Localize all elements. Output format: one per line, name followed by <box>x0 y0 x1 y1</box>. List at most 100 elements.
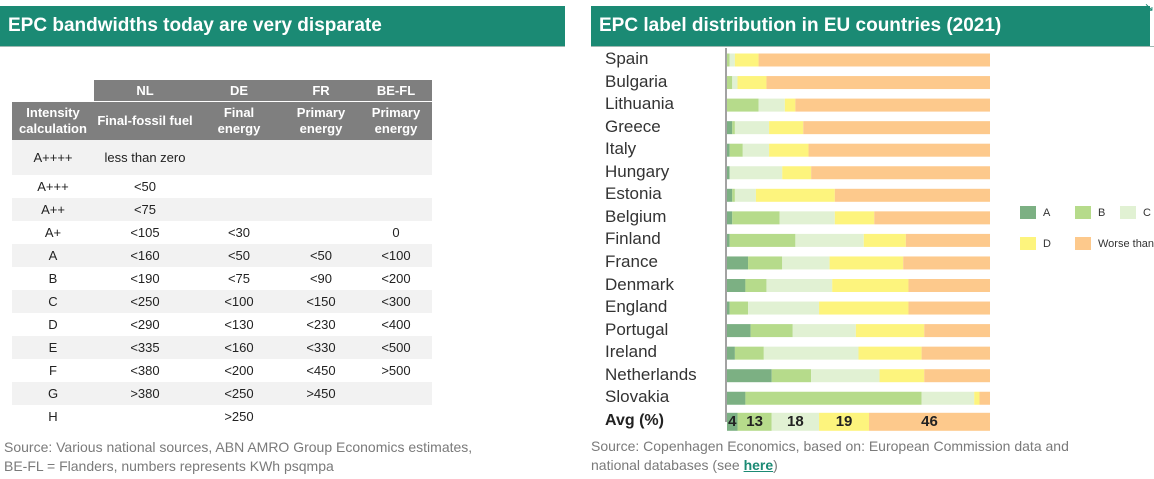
value-cell: less than zero <box>94 140 196 175</box>
bar-segment <box>858 346 922 360</box>
category-label: Portugal <box>605 319 669 339</box>
value-cell: <105 <box>130 225 160 240</box>
left-source-line-1: Source: Various national sources, ABN AM… <box>4 439 473 455</box>
subheader-intensity: Intensity calculation <box>12 101 94 140</box>
bar-segment <box>924 369 990 383</box>
avg-bar-segment <box>727 412 738 431</box>
value-cell: <290 <box>130 317 160 332</box>
bar-segment <box>808 143 990 157</box>
bar-segment <box>750 324 793 338</box>
value-cell <box>282 198 360 221</box>
bar-segment <box>727 166 730 180</box>
category-label: Belgium <box>605 206 667 226</box>
source-link[interactable]: here <box>743 457 774 473</box>
bar-segment <box>834 188 990 202</box>
right-source-line-2: national databases (see here) <box>591 456 1069 475</box>
bar-segment <box>829 256 904 270</box>
label-cell: A++++ <box>12 140 94 175</box>
value-cell <box>282 175 360 198</box>
left-source-line-2: BE-FL = Flanders, numbers represents KWh… <box>4 458 334 474</box>
table-header-blank <box>12 80 94 102</box>
avg-bar-segment <box>771 412 820 431</box>
bar-segment <box>727 76 733 90</box>
legend-swatch <box>1020 237 1036 250</box>
bar-segment <box>727 391 746 405</box>
bar-segment <box>924 324 990 338</box>
left-title-underline <box>0 46 565 47</box>
header-de: DE <box>196 80 282 102</box>
category-label: Spain <box>605 49 649 68</box>
value-cell <box>360 382 432 405</box>
value-cell: <50 <box>282 244 360 267</box>
bar-segment <box>832 279 909 292</box>
bar-segment <box>729 166 783 180</box>
bar-segment <box>727 53 730 67</box>
bar-segment <box>734 53 759 67</box>
bar-segment <box>769 143 809 157</box>
category-label: Lithuania <box>605 94 675 114</box>
left-source-note: Source: Various national sources, ABN AM… <box>4 438 472 476</box>
right-source-note: Source: Copenhagen Economics, based on: … <box>591 437 1069 475</box>
legend-label: A <box>1043 206 1051 219</box>
table-row: C <250 <100 <150 <300 <box>12 290 432 313</box>
value-cell: <230 <box>306 317 336 332</box>
bar-segment <box>921 346 990 360</box>
right-title-underline <box>591 46 1154 47</box>
category-label: Hungary <box>605 161 670 181</box>
bar-segment <box>784 98 796 112</box>
bar-segment <box>811 369 880 383</box>
table-row: A++++ less than zero <box>12 140 432 175</box>
value-cell: <400 <box>381 317 411 332</box>
label-cell: C <box>12 290 94 313</box>
value-cell: <330 <box>282 336 360 359</box>
bar-segment <box>863 233 906 247</box>
bar-segment <box>729 301 749 315</box>
value-cell: <380 <box>130 363 160 378</box>
category-label: England <box>605 297 668 317</box>
label-cell: A+ <box>44 225 62 240</box>
legend-label: Worse than D <box>1098 237 1154 250</box>
value-cell: <335 <box>94 336 196 359</box>
value-cell <box>196 140 282 175</box>
header-nl: NL <box>94 80 196 102</box>
corner-arrow-icon: ↘ <box>1144 0 1154 14</box>
bar-segment <box>729 143 743 157</box>
table-row: A+ <105 <30 0 <box>12 221 432 244</box>
legend-label: B <box>1098 206 1106 219</box>
legend-item: A <box>1020 206 1050 219</box>
value-cell: >450 <box>282 382 360 405</box>
value-cell: >380 <box>94 382 196 405</box>
avg-bar-segment <box>737 412 772 431</box>
label-cell: H <box>48 409 58 424</box>
legend-swatch <box>1075 237 1091 250</box>
value-cell: <200 <box>224 363 254 378</box>
bar-segment <box>748 256 783 270</box>
subheader-be-fl: Primary energy <box>360 101 432 140</box>
avg-value-label: 18 <box>787 412 804 430</box>
epc-label-distribution-chart: Spain Bulgaria Lithuania Greece Italy Hungary… <box>600 46 1154 436</box>
legend-swatch <box>1020 206 1036 219</box>
label-cell: A+++ <box>37 179 69 194</box>
subheader-fr: Primary energy <box>282 101 360 140</box>
bar-segment <box>874 211 990 225</box>
bar-segment <box>782 256 830 270</box>
value-cell: <100 <box>196 290 282 313</box>
bar-segment <box>769 121 804 135</box>
bar-segment <box>732 188 735 202</box>
value-cell <box>360 175 432 198</box>
legend-label: D <box>1043 237 1051 250</box>
category-label: Italy <box>605 139 637 159</box>
bar-segment <box>803 121 990 135</box>
label-cell: A++ <box>12 198 94 221</box>
table-row: A+++ <50 <box>12 175 432 198</box>
bar-segment <box>734 121 770 135</box>
bar-segment <box>745 279 767 292</box>
value-cell <box>94 405 196 428</box>
legend-label: C <box>1143 206 1151 219</box>
value-cell <box>282 405 360 428</box>
bar-segment <box>819 301 909 315</box>
bar-segment <box>727 301 730 315</box>
table-row: G >380 <250 >450 <box>12 382 432 405</box>
avg-bar-segment <box>869 412 990 431</box>
left-panel-title: EPC bandwidths today are very disparate <box>0 6 565 46</box>
